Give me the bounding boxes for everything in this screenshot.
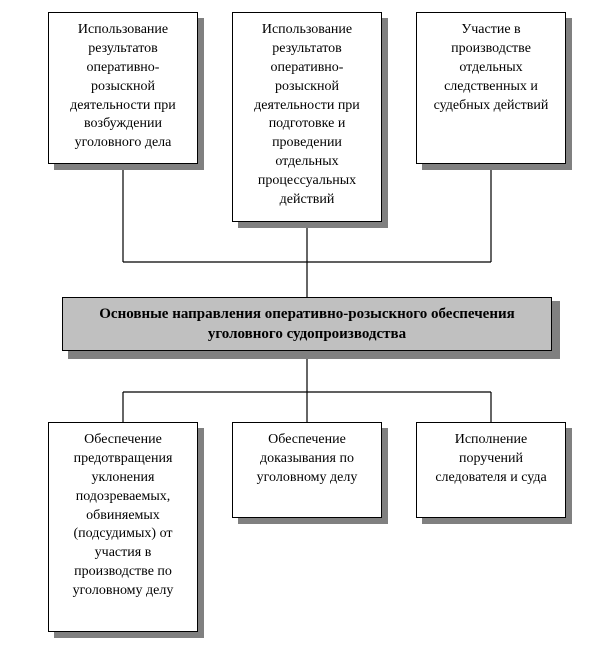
bottom-box-0: Обеспечение предотвращения уклонения под… bbox=[48, 422, 198, 632]
central-shadow-right bbox=[552, 301, 560, 355]
central-box: Основные направления оперативно-розыскно… bbox=[62, 297, 552, 351]
bottom-box-2: Исполнение поручений следователя и суда bbox=[416, 422, 566, 518]
top-box-2: Участие в производстве отдельных следств… bbox=[416, 12, 566, 164]
top-box-1: Использование результатов оперативно-роз… bbox=[232, 12, 382, 222]
top-box-0: Использование результатов оперативно-роз… bbox=[48, 12, 198, 164]
bottom-box-1: Обеспечение доказывания по уголовному де… bbox=[232, 422, 382, 518]
central-shadow-bottom bbox=[68, 351, 560, 359]
